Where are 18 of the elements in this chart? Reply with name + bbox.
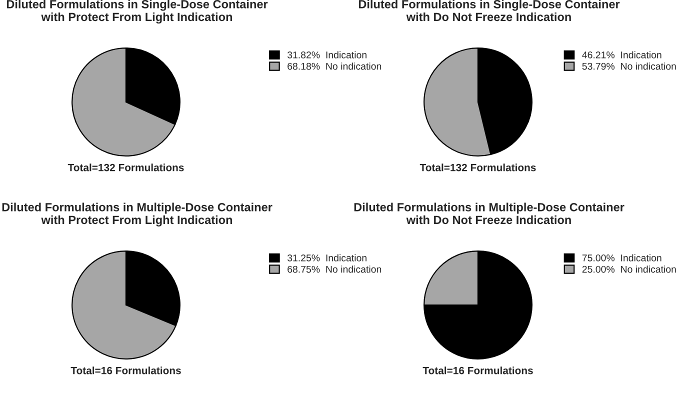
chart-title: Diluted Formulations in Single-Dose Container with Protect From Light Indication	[6, 0, 268, 24]
legend-label: 25.00% No indication	[582, 266, 676, 273]
chart-title: Diluted Formulations in Multiple-Dose Container with Do Not Freeze Indication	[354, 202, 624, 224]
legend-label: 53.79% No indication	[582, 62, 676, 70]
pie-slice	[424, 250, 532, 360]
legend-label: 31.25% Indication	[287, 254, 366, 262]
text: Total=132 Formulations	[420, 164, 536, 172]
legend-label: 68.75% No indication	[288, 266, 382, 273]
legend-label: 46.21% Indication	[582, 51, 662, 58]
text: Total=16 Formulations	[422, 366, 533, 374]
text: Total=132 Formulations	[68, 164, 184, 172]
legend-label: 68.18% No indication	[288, 62, 382, 70]
legend-label: 75.00% Indication	[582, 254, 662, 262]
legend-label: 31.82% Indication	[287, 51, 366, 58]
chart-title: Diluted Formulations in Single-Dose Container with Do Not Freeze Indication	[358, 0, 620, 22]
chart-title: Diluted Formulations in Multiple-Dose Container with Protect From Light Indication	[2, 202, 272, 226]
text: Total=16 Formulations	[70, 366, 181, 374]
pie-slice	[72, 250, 176, 360]
